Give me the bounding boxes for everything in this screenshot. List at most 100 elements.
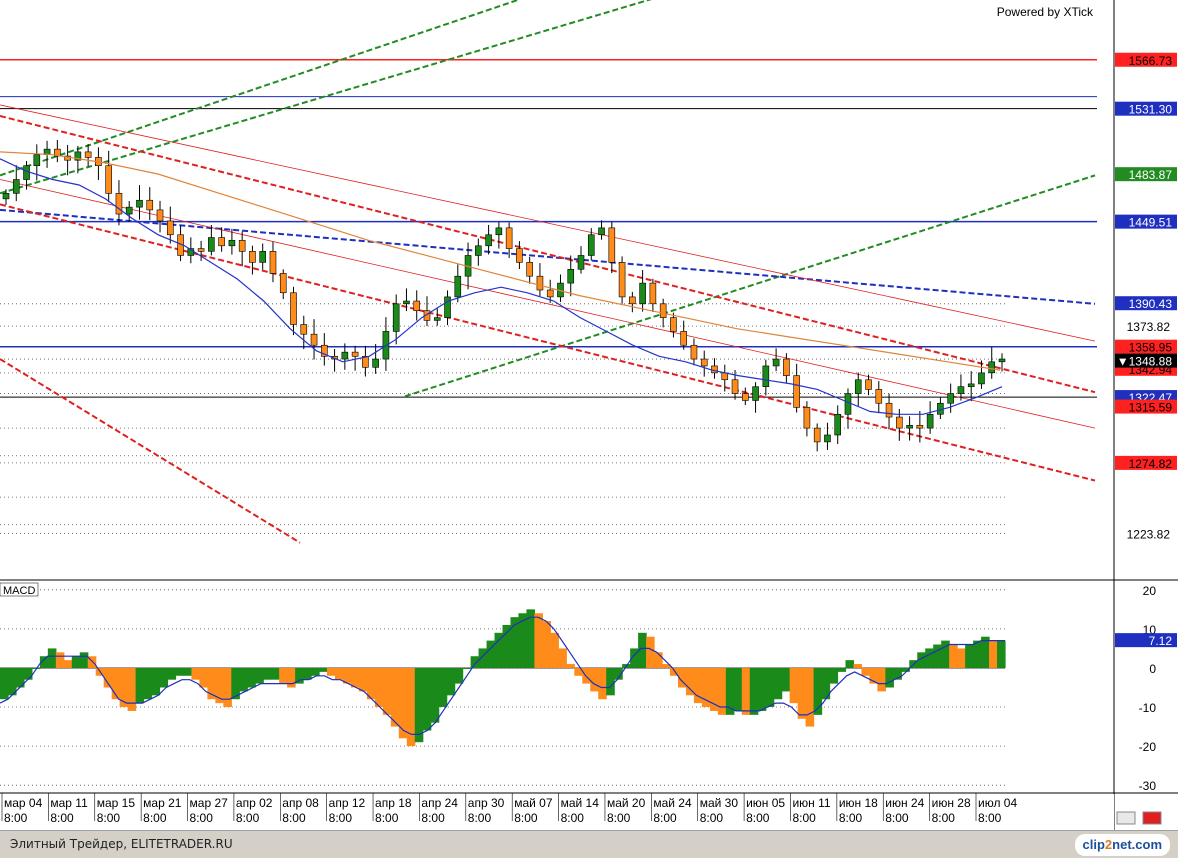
- macd-bar: [917, 652, 926, 668]
- candle: [680, 320, 687, 350]
- macd-bar: [23, 667, 33, 680]
- candle-body: [813, 427, 821, 443]
- candle-body: [721, 372, 729, 381]
- macd-bar: [446, 667, 456, 696]
- trend-line: [0, 203, 1096, 482]
- candle: [670, 312, 677, 338]
- candle-body: [546, 289, 554, 298]
- candle: [875, 381, 883, 414]
- candle: [906, 416, 913, 441]
- macd-bar: [486, 640, 496, 668]
- candle-body: [762, 365, 770, 387]
- candle: [577, 246, 585, 274]
- macd-bar: [311, 667, 320, 676]
- macd-bar: [853, 664, 863, 668]
- time-tick-label: 8:00: [329, 811, 353, 825]
- time-tick-label: 8:00: [700, 811, 724, 825]
- candle-body: [403, 300, 410, 305]
- candle: [536, 263, 544, 297]
- candle: [423, 296, 431, 327]
- price-label-box: [1115, 101, 1177, 116]
- macd-bar: [15, 667, 25, 688]
- candle: [967, 371, 975, 402]
- date-tick-label: май 30: [700, 796, 739, 810]
- candle: [824, 422, 831, 451]
- macd-bar: [279, 667, 288, 684]
- candle: [608, 221, 616, 274]
- time-tick-label: 8:00: [190, 811, 214, 825]
- candle: [208, 224, 215, 256]
- candle-body: [608, 227, 616, 263]
- date-tick-label: июн 18: [839, 796, 878, 810]
- candle-body: [218, 237, 225, 247]
- candle-body: [598, 227, 605, 236]
- macd-bar: [805, 667, 815, 727]
- candle: [249, 245, 256, 275]
- candle-body: [844, 393, 852, 415]
- macd-bar: [159, 667, 169, 688]
- candle-body: [988, 361, 996, 374]
- last-price-box: [1115, 353, 1177, 368]
- macd-last-value-text: 7.12: [1149, 634, 1173, 648]
- macd-bar: [47, 648, 57, 668]
- macd-bar: [598, 667, 607, 700]
- macd-bar: [701, 667, 711, 708]
- macd-bar: [965, 644, 974, 668]
- macd-bar: [662, 664, 671, 668]
- macd-bar: [765, 667, 775, 708]
- trend-line: [0, 208, 1096, 305]
- macd-bar: [247, 667, 256, 688]
- macd-bar: [151, 667, 161, 696]
- candle: [618, 256, 626, 304]
- status-bar: Элитный Трейдер, ELITETRADER.RU clip2net…: [0, 830, 1178, 858]
- time-tick-label: 8:00: [607, 811, 631, 825]
- candle-body: [957, 386, 965, 394]
- macd-bar: [526, 609, 536, 668]
- time-tick-label: 8:00: [978, 811, 1002, 825]
- macd-bar: [725, 667, 735, 715]
- candle: [279, 269, 287, 300]
- candle-body: [279, 273, 287, 294]
- date-tick-label: июн 11: [792, 796, 830, 810]
- candle-body: [125, 206, 133, 215]
- trend-line: [0, 0, 521, 177]
- macd-bar: [103, 667, 113, 688]
- candle: [341, 343, 349, 370]
- chart-background: [0, 0, 1178, 830]
- price-label-text: 1274.82: [1129, 457, 1173, 471]
- clip2net-logo[interactable]: clip2net.com: [1074, 834, 1170, 856]
- date-tick-label: мар 21: [143, 796, 182, 810]
- candle-body: [341, 351, 349, 360]
- date-tick-label: мар 27: [190, 796, 229, 810]
- macd-tick-label: -30: [1139, 779, 1157, 793]
- candle: [762, 359, 770, 396]
- macd-bar: [933, 644, 942, 668]
- candle-body: [423, 310, 431, 321]
- candle: [772, 348, 780, 372]
- trend-line: [0, 104, 1096, 342]
- macd-signal-line: [0, 616, 1005, 736]
- macd-bar: [127, 667, 137, 711]
- time-tick-label: 8:00: [514, 811, 538, 825]
- candle: [516, 241, 523, 270]
- macd-bar: [717, 667, 727, 715]
- scroll-controls[interactable]: [1116, 811, 1162, 825]
- macd-bar: [438, 667, 448, 708]
- candle-body: [824, 434, 831, 443]
- macd-bar: [693, 667, 703, 704]
- macd-bar: [997, 640, 1006, 668]
- price-axis-background: [1114, 0, 1178, 830]
- macd-bar: [7, 667, 17, 696]
- candle: [238, 231, 246, 267]
- candle-body: [731, 379, 739, 394]
- date-tick-label: апр 18: [375, 796, 412, 810]
- macd-bar: [422, 667, 432, 731]
- candle-body: [495, 227, 503, 236]
- macd-bar: [327, 667, 336, 676]
- price-label-box: [1115, 214, 1177, 229]
- price-label-text: 1483.87: [1129, 168, 1173, 182]
- candle-body: [505, 227, 513, 249]
- candle-body: [362, 355, 369, 368]
- macd-bar: [813, 667, 823, 715]
- candle: [567, 255, 575, 297]
